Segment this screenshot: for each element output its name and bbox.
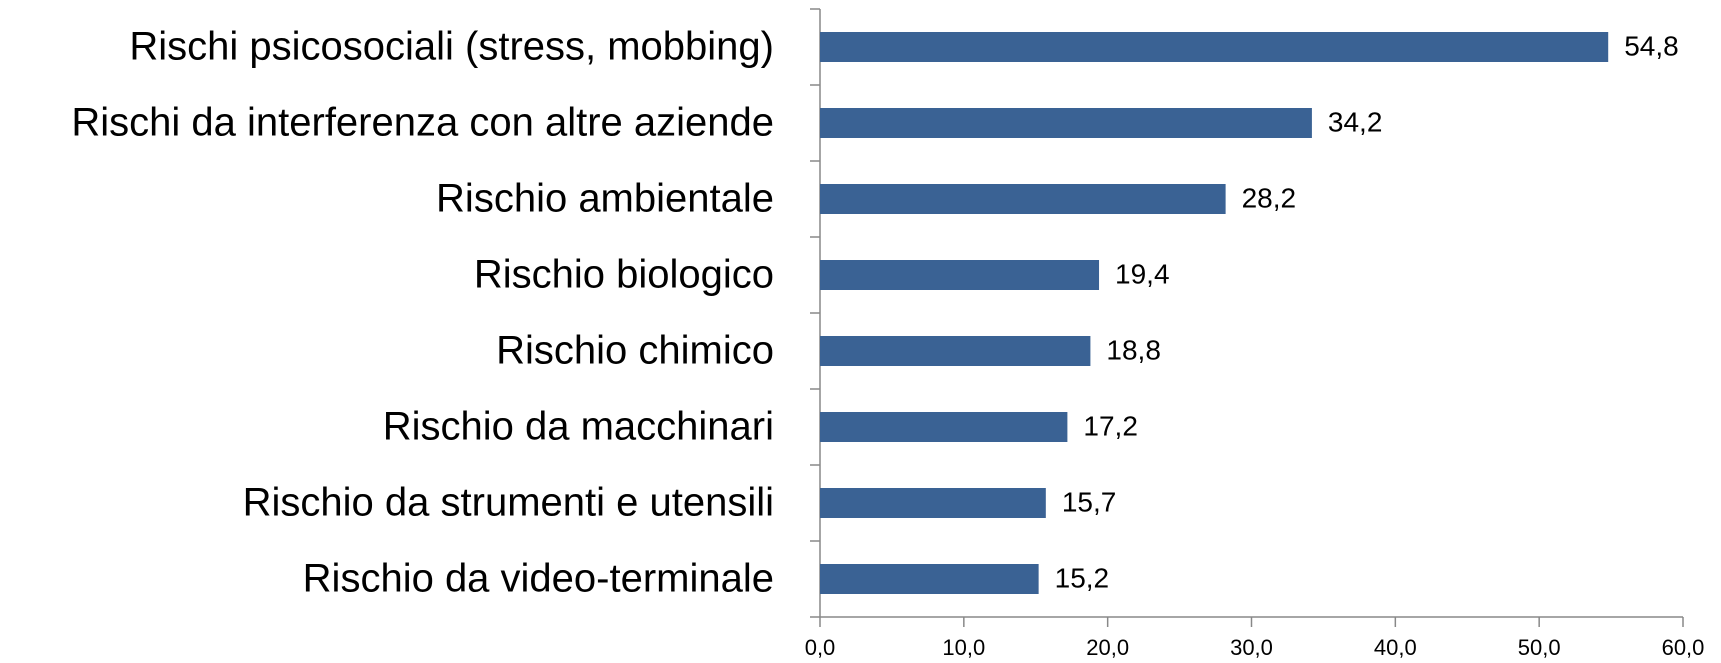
- bar: [820, 564, 1039, 594]
- bar: [820, 488, 1046, 518]
- value-label: 15,7: [1062, 486, 1117, 517]
- x-tick-label: 10,0: [942, 635, 985, 660]
- value-label: 15,2: [1055, 562, 1110, 593]
- x-tick-label: 50,0: [1518, 635, 1561, 660]
- x-tick-label: 30,0: [1230, 635, 1273, 660]
- bar: [820, 260, 1100, 290]
- x-tick-label: 60,0: [1662, 635, 1705, 660]
- x-tick-label: 0,0: [805, 635, 836, 660]
- value-label: 28,2: [1242, 182, 1297, 213]
- y-tick-label: Rischio biologico: [474, 253, 774, 297]
- bar: [820, 184, 1226, 214]
- value-label: 17,2: [1083, 410, 1138, 441]
- y-tick-label: Rischio ambientale: [436, 177, 774, 221]
- bar: [820, 32, 1609, 62]
- value-label: 34,2: [1328, 106, 1383, 137]
- y-tick-label: Rischi psicosociali (stress, mobbing): [129, 25, 774, 69]
- value-label: 54,8: [1624, 30, 1679, 61]
- bar: [820, 108, 1312, 138]
- value-label: 18,8: [1106, 334, 1161, 365]
- value-label: 19,4: [1115, 258, 1170, 289]
- y-tick-label: Rischio da strumenti e utensili: [243, 481, 774, 525]
- bar: [820, 336, 1091, 366]
- x-tick-label: 20,0: [1086, 635, 1129, 660]
- y-tick-label: Rischi da interferenza con altre aziende: [71, 101, 774, 145]
- y-tick-label: Rischio chimico: [496, 329, 774, 373]
- y-tick-label: Rischio da macchinari: [383, 405, 774, 449]
- bar: [820, 412, 1068, 442]
- x-tick-label: 40,0: [1374, 635, 1417, 660]
- y-tick-label: Rischio da video-terminale: [303, 557, 774, 601]
